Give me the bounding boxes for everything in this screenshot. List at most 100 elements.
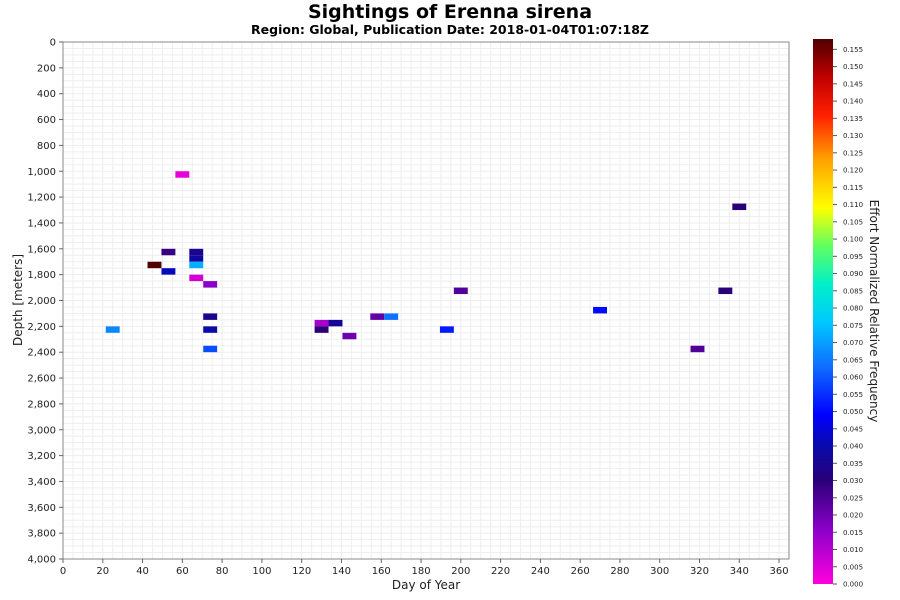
heatmap-cell xyxy=(189,274,204,282)
y-tick-label: 800 xyxy=(37,141,56,152)
x-tick-label: 240 xyxy=(531,566,550,577)
x-tick-label: 40 xyxy=(136,566,149,577)
heatmap-cell xyxy=(314,319,329,327)
colorbar-tick-label: 0.105 xyxy=(843,218,863,226)
x-tick-label: 220 xyxy=(491,566,510,577)
colorbar-tick-label: 0.155 xyxy=(843,46,863,54)
colorbar-tick-label: 0.040 xyxy=(843,443,863,451)
colorbar-tick-label: 0.065 xyxy=(843,356,863,364)
heatmap-cell xyxy=(203,345,218,353)
y-tick-label: 400 xyxy=(37,89,56,100)
colorbar-tick-label: 0.045 xyxy=(843,425,863,433)
colorbar-tick-label: 0.125 xyxy=(843,149,863,157)
x-tick-label: 120 xyxy=(292,566,311,577)
heatmap-cell xyxy=(439,326,454,333)
heatmap-cell xyxy=(189,261,204,269)
data-cells xyxy=(105,171,747,353)
heatmap-cell xyxy=(690,345,705,353)
y-tick-label: 2,400 xyxy=(27,348,56,359)
x-tick-label: 340 xyxy=(730,566,749,577)
y-tick-label: 3,200 xyxy=(27,451,56,462)
heatmap-cell xyxy=(453,287,468,295)
y-tick-label: 2,800 xyxy=(27,399,56,410)
x-tick-label: 100 xyxy=(252,566,271,577)
y-tick-label: 1,200 xyxy=(27,193,56,204)
colorbar-tick-label: 0.085 xyxy=(843,287,863,295)
colorbar-tick-label: 0.015 xyxy=(843,529,863,537)
y-tick-label: 200 xyxy=(37,63,56,74)
heatmap-cell xyxy=(314,326,329,333)
y-axis-label: Depth [meters] xyxy=(11,254,25,346)
grid-lines xyxy=(63,42,789,559)
heatmap-cell xyxy=(718,287,733,295)
x-tick-label: 280 xyxy=(610,566,629,577)
colorbar-tick-label: 0.035 xyxy=(843,460,863,468)
x-tick-label: 320 xyxy=(690,566,709,577)
heatmap-cell xyxy=(161,268,176,275)
chart-subtitle: Region: Global, Publication Date: 2018-0… xyxy=(251,22,649,37)
y-tick-label: 2,200 xyxy=(27,322,56,333)
colorbar-tick-label: 0.070 xyxy=(843,339,863,347)
x-tick-label: 0 xyxy=(60,566,66,577)
colorbar-tick-label: 0.055 xyxy=(843,391,863,399)
colorbar-tick-label: 0.145 xyxy=(843,80,863,88)
y-tick-label: 2,000 xyxy=(27,296,56,307)
x-tick-label: 200 xyxy=(451,566,470,577)
heatmap-cell xyxy=(593,306,608,314)
x-axis: 0 20 40 60 80 100 120 140 160 180 200 220 240 260 280 3… xyxy=(60,559,789,577)
colorbar-tick-label: 0.000 xyxy=(843,581,863,589)
heatmap-cell xyxy=(203,313,218,320)
colorbar-tick-label: 0.020 xyxy=(843,512,863,520)
y-tick-label: 3,800 xyxy=(27,529,56,540)
heatmap-cell xyxy=(189,248,204,256)
colorbar-tick-label: 0.050 xyxy=(843,408,863,416)
colorbar-tick-label: 0.110 xyxy=(843,201,863,209)
heatmap-cell xyxy=(189,255,204,262)
y-tick-label: 1,400 xyxy=(27,218,56,229)
heatmap-cell xyxy=(342,332,357,340)
colorbar-tick-label: 0.150 xyxy=(843,63,863,71)
colorbar-tick-label: 0.135 xyxy=(843,115,863,123)
heatmap-cell xyxy=(732,203,747,211)
y-tick-label: 4,000 xyxy=(27,555,56,566)
colorbar-tick-label: 0.060 xyxy=(843,374,863,382)
colorbar-tick-label: 0.140 xyxy=(843,98,863,106)
y-tick-label: 2,600 xyxy=(27,374,56,385)
colorbar-tick-label: 0.025 xyxy=(843,494,863,502)
y-axis: 0 200 400 600 800 1,000 1,200 1,400 1,600 1,800 2,… xyxy=(27,38,63,566)
colorbar-tick-label: 0.080 xyxy=(843,305,863,313)
x-tick-label: 20 xyxy=(96,566,109,577)
y-tick-label: 600 xyxy=(37,115,56,126)
y-tick-label: 3,600 xyxy=(27,503,56,514)
y-tick-label: 3,000 xyxy=(27,425,56,436)
chart-title: Sightings of Erenna sirena xyxy=(307,1,593,23)
x-tick-label: 60 xyxy=(176,566,189,577)
colorbar-tick-label: 0.075 xyxy=(843,322,863,330)
heatmap-cell xyxy=(370,313,385,320)
x-tick-label: 140 xyxy=(332,566,351,577)
colorbar-tick-label: 0.095 xyxy=(843,253,863,261)
y-tick-label: 3,400 xyxy=(27,477,56,488)
y-tick-label: 1,000 xyxy=(27,167,56,178)
colorbar xyxy=(813,39,833,584)
colorbar-tick-label: 0.130 xyxy=(843,132,863,140)
heatmap-cell xyxy=(203,281,218,288)
y-tick-label: 1,600 xyxy=(27,244,56,255)
colorbar-tick-label: 0.010 xyxy=(843,546,863,554)
x-axis-label: Day of Year xyxy=(392,578,460,592)
heatmap-cell xyxy=(105,326,120,333)
x-tick-label: 260 xyxy=(571,566,590,577)
heatmap-cell xyxy=(328,319,343,327)
x-tick-label: 360 xyxy=(770,566,789,577)
x-tick-label: 180 xyxy=(411,566,430,577)
colorbar-tick-label: 0.115 xyxy=(843,184,863,192)
x-tick-label: 160 xyxy=(372,566,391,577)
colorbar-tick-label: 0.120 xyxy=(843,167,863,175)
colorbar-tick-label: 0.090 xyxy=(843,270,863,278)
heatmap-cell xyxy=(147,261,162,269)
x-tick-label: 300 xyxy=(650,566,669,577)
heatmap-cell xyxy=(203,326,218,333)
y-tick-label: 1,800 xyxy=(27,270,56,281)
colorbar-tick-label: 0.100 xyxy=(843,236,863,244)
